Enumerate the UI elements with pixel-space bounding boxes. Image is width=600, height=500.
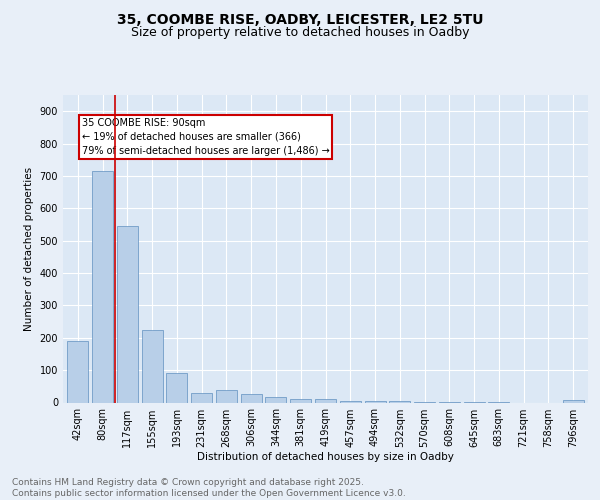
Text: Contains HM Land Registry data © Crown copyright and database right 2025.
Contai: Contains HM Land Registry data © Crown c… xyxy=(12,478,406,498)
Text: 35 COOMBE RISE: 90sqm
← 19% of detached houses are smaller (366)
79% of semi-det: 35 COOMBE RISE: 90sqm ← 19% of detached … xyxy=(82,118,329,156)
Bar xyxy=(166,372,187,402)
Bar xyxy=(365,401,386,402)
Bar xyxy=(315,398,336,402)
Bar xyxy=(92,171,113,402)
Text: 35, COOMBE RISE, OADBY, LEICESTER, LE2 5TU: 35, COOMBE RISE, OADBY, LEICESTER, LE2 5… xyxy=(117,12,483,26)
Text: Size of property relative to detached houses in Oadby: Size of property relative to detached ho… xyxy=(131,26,469,39)
Bar xyxy=(241,394,262,402)
Bar xyxy=(191,394,212,402)
Bar xyxy=(389,401,410,402)
Y-axis label: Number of detached properties: Number of detached properties xyxy=(24,166,34,331)
Bar xyxy=(563,400,584,402)
Bar xyxy=(142,330,163,402)
X-axis label: Distribution of detached houses by size in Oadby: Distribution of detached houses by size … xyxy=(197,452,454,462)
Bar xyxy=(216,390,237,402)
Bar xyxy=(67,341,88,402)
Bar xyxy=(290,398,311,402)
Bar xyxy=(340,400,361,402)
Bar xyxy=(265,397,286,402)
Bar xyxy=(117,226,138,402)
